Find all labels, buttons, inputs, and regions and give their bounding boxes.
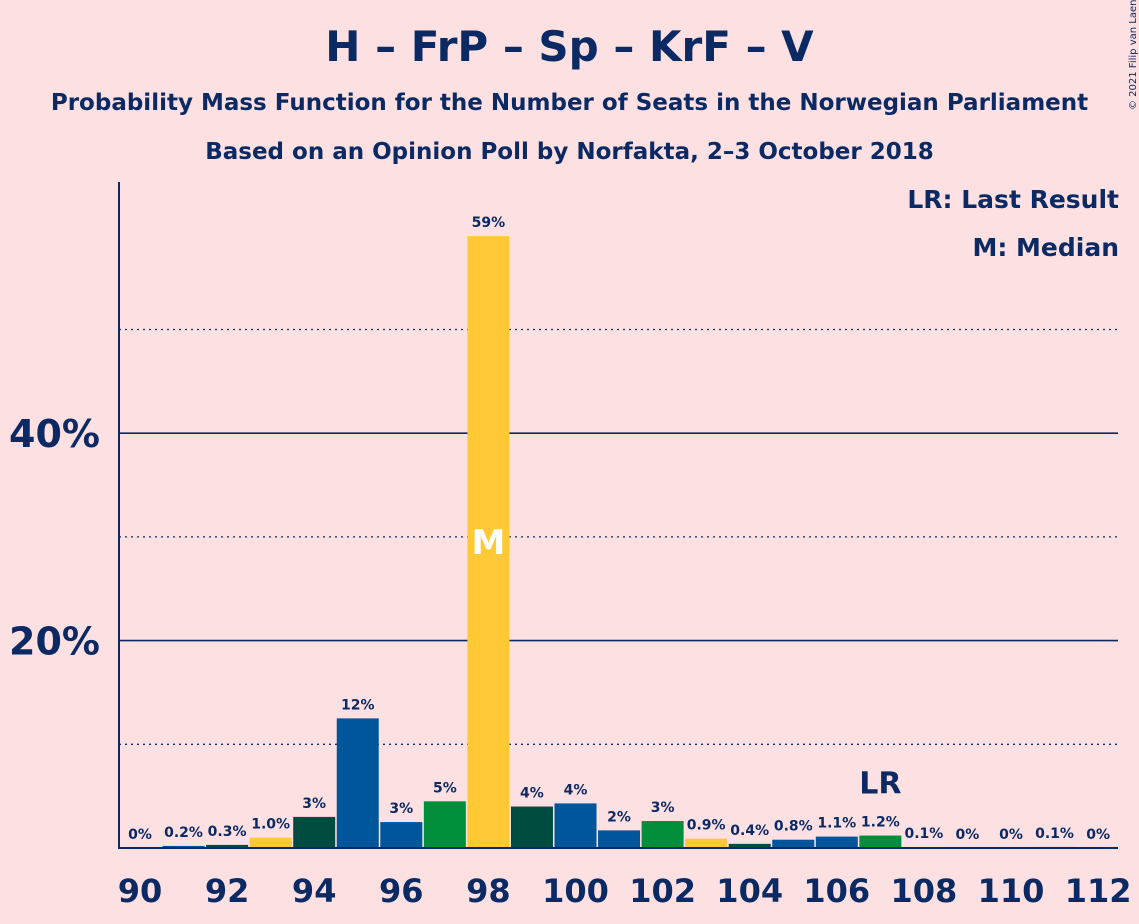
- x-tick-label-104: 104: [716, 872, 783, 910]
- bar-100: [554, 803, 597, 848]
- bar-label-108: 0.1%: [904, 826, 943, 842]
- bar-104: [728, 843, 771, 848]
- x-tick-label-108: 108: [891, 872, 958, 910]
- bar-label-95: 12%: [341, 697, 375, 713]
- x-tick-label-98: 98: [466, 872, 511, 910]
- bar-label-106: 1.1%: [817, 816, 856, 832]
- bar-label-104: 0.4%: [730, 823, 769, 839]
- bar-label-97: 5%: [433, 780, 457, 796]
- bar-label-92: 0.3%: [208, 824, 247, 840]
- x-tick-label-112: 112: [1065, 872, 1132, 910]
- bar-106: [815, 836, 858, 848]
- bar-92: [206, 844, 249, 848]
- bar-label-100: 4%: [564, 782, 588, 798]
- bar-label-110: 0%: [999, 827, 1023, 843]
- x-tick-label-102: 102: [629, 872, 696, 910]
- bar-label-91: 0.2%: [164, 825, 203, 841]
- bar-label-103: 0.9%: [687, 818, 726, 834]
- y-tick-label-20: 20%: [9, 620, 100, 664]
- bar-label-90: 0%: [128, 827, 152, 843]
- bar-label-94: 3%: [302, 796, 326, 812]
- x-tick-label-96: 96: [379, 872, 424, 910]
- bar-97: [423, 801, 466, 848]
- y-tick-label-40: 40%: [9, 412, 100, 456]
- x-tick-label-106: 106: [803, 872, 870, 910]
- bar-label-101: 2%: [607, 809, 631, 825]
- bar-label-111: 0.1%: [1035, 826, 1074, 842]
- bar-102: [641, 821, 684, 848]
- chart-subtitle-1: Probability Mass Function for the Number…: [50, 90, 1089, 116]
- bar-label-107: 1.2%: [861, 815, 900, 831]
- median-marker: M: [471, 523, 505, 563]
- legend-last-result: LR: Last Result: [907, 185, 1119, 214]
- bar-93: [249, 837, 292, 848]
- x-tick-label-92: 92: [205, 872, 250, 910]
- bar-95: [336, 718, 379, 848]
- bar-label-99: 4%: [520, 786, 544, 802]
- bar-105: [772, 839, 815, 848]
- bar-label-93: 1.0%: [251, 817, 290, 833]
- bar-label-96: 3%: [389, 801, 413, 817]
- bar-98: [467, 236, 510, 849]
- bar-label-109: 0%: [956, 827, 980, 843]
- x-tick-label-110: 110: [978, 872, 1045, 910]
- bar-103: [685, 838, 728, 848]
- bar-label-105: 0.8%: [774, 819, 813, 835]
- bar-94: [293, 816, 336, 848]
- x-tick-label-94: 94: [292, 872, 337, 910]
- legend-median: M: Median: [972, 233, 1119, 262]
- bar-99: [510, 806, 553, 848]
- last-result-marker: LR: [859, 767, 901, 802]
- bar-label-98: 59%: [472, 215, 506, 231]
- bar-label-102: 3%: [651, 800, 675, 816]
- x-tick-label-100: 100: [542, 872, 609, 910]
- bar-96: [380, 822, 423, 848]
- bar-107: [859, 835, 902, 848]
- chart-subtitle-2: Based on an Opinion Poll by Norfakta, 2–…: [205, 139, 934, 165]
- bar-91: [162, 845, 205, 848]
- bar-label-112: 0%: [1086, 827, 1110, 843]
- chart-title: H – FrP – Sp – KrF – V: [325, 22, 814, 71]
- bar-101: [598, 830, 641, 848]
- x-tick-label-90: 90: [118, 872, 163, 910]
